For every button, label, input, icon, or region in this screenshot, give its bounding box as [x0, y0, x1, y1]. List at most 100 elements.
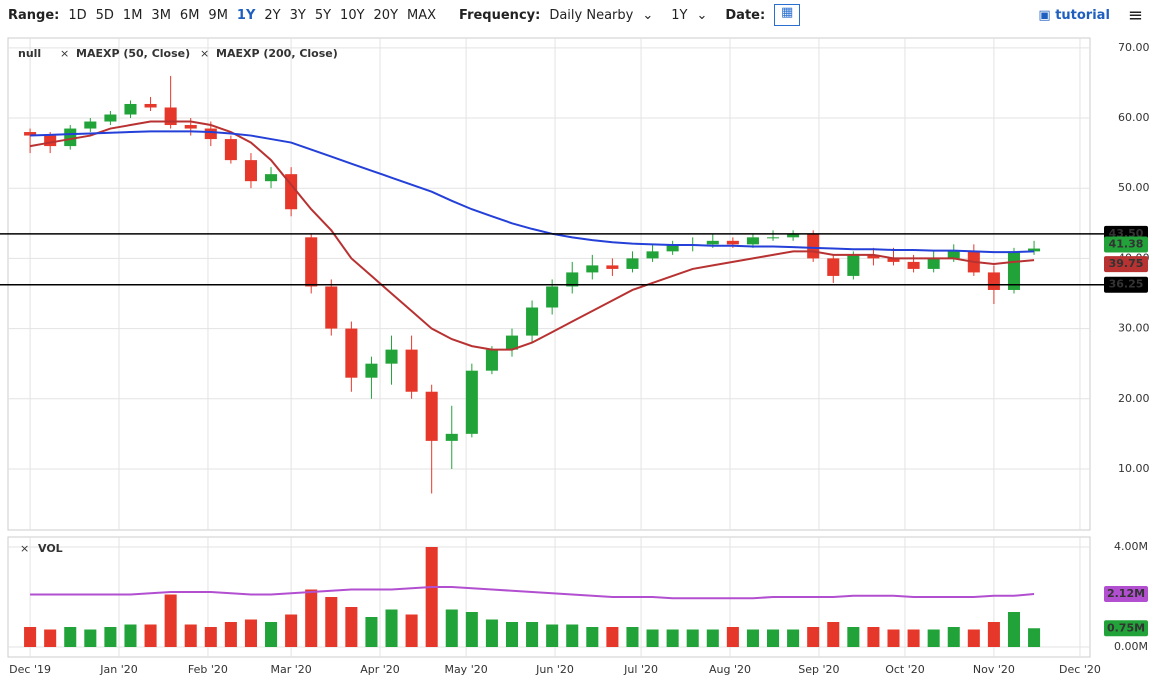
date-label: Date:	[725, 7, 766, 23]
volume-bar	[666, 629, 679, 647]
close-tag-label: 41.38	[1109, 238, 1144, 251]
tutorial[interactable]: ▣ tutorial	[1038, 7, 1110, 23]
vol-tag-label: 0.75M	[1107, 621, 1145, 634]
volume-average	[30, 586, 1035, 600]
candle-body	[365, 363, 378, 378]
range-label: Range:	[8, 7, 60, 23]
candle-body	[907, 261, 920, 269]
volume-bar	[606, 627, 619, 647]
menu[interactable]: ≡	[1127, 4, 1143, 26]
range-option[interactable]: 3Y	[289, 7, 306, 23]
y-tick-label: 60.00	[1118, 111, 1150, 124]
volume-bar	[686, 629, 699, 647]
candle-body	[204, 128, 217, 140]
candle-body	[385, 349, 398, 364]
volume-bar	[967, 629, 980, 647]
legend-close: ×	[20, 542, 29, 555]
y-tick-label: 50.00	[1118, 181, 1150, 194]
candle-body	[44, 135, 57, 147]
candle-body	[827, 258, 840, 276]
range-option[interactable]: 5D	[95, 7, 114, 23]
toolbar: Range: 1D 5D 1M 3M 6M 9M 1Y 2Y 3Y 5Y 10Y 20Y MAX Fre…	[0, 0, 1152, 30]
volume-bar	[887, 629, 900, 647]
candle-body	[224, 139, 237, 161]
range-option[interactable]: 5Y	[314, 7, 332, 23]
legend-close: ×	[60, 47, 69, 60]
range-option[interactable]: MAX	[407, 7, 437, 23]
range-option[interactable]: 10Y	[340, 7, 365, 23]
y-tick-label: 20.00	[1118, 392, 1150, 405]
x-tick-label: Dec '19	[9, 663, 51, 676]
volume-bar	[204, 627, 217, 647]
legend-close: ×	[200, 47, 209, 60]
candle-body	[626, 258, 639, 269]
candle-body	[144, 103, 157, 108]
volume-bar	[345, 607, 358, 647]
calendar[interactable]: ▦	[774, 4, 801, 26]
volume-bar	[546, 624, 559, 647]
y-tick-label: 4.00M	[1114, 540, 1148, 553]
dropdown[interactable]: ⌄	[642, 7, 654, 23]
x-tick-label: Dec '20	[1059, 663, 1101, 676]
ma-tag-label: 39.75	[1109, 257, 1144, 270]
volume-bar	[325, 597, 338, 647]
volume-bar	[265, 622, 278, 647]
range-option[interactable]: 1M	[122, 7, 143, 23]
candle-body	[184, 125, 197, 129]
candle-body	[887, 258, 900, 262]
price-tag-label: 36.25	[1109, 278, 1144, 291]
volume-bar	[626, 627, 639, 647]
range-option[interactable]: 2Y	[264, 7, 281, 23]
candle-body	[24, 132, 37, 136]
range-option[interactable]: 1Y	[236, 7, 256, 23]
volume-bar	[184, 624, 197, 647]
y-tick-label: 0.00M	[1114, 640, 1148, 653]
y-tick-label: 70.00	[1118, 41, 1150, 54]
candle-body	[445, 433, 458, 441]
volume-title: VOL	[38, 542, 63, 555]
volume-bar	[586, 627, 599, 647]
candle-body	[606, 265, 619, 269]
range-option[interactable]: 1D	[68, 7, 87, 23]
volume-bar	[566, 624, 579, 647]
legend-entry: MAEXP (50, Close)	[76, 47, 190, 60]
candle-body	[787, 233, 800, 238]
range-option[interactable]: 6M	[179, 7, 200, 23]
price-tag	[1104, 276, 1148, 293]
candle-body	[285, 174, 298, 210]
candle-body	[566, 272, 579, 287]
candle-body	[526, 307, 539, 336]
candle-body	[767, 237, 780, 239]
candle-body	[345, 328, 358, 378]
volume-bar	[787, 629, 800, 647]
x-tick-label: Sep '20	[798, 663, 839, 676]
legend-entry: MAEXP (200, Close)	[216, 47, 338, 60]
volume-bar	[104, 627, 117, 647]
candle-body	[104, 114, 117, 122]
tutorial-text[interactable]: tutorial	[1055, 7, 1110, 23]
range-option[interactable]: 3M	[151, 7, 171, 23]
x-tick-label: Mar '20	[270, 663, 311, 676]
candle-body	[586, 265, 599, 273]
volume-bar	[84, 629, 97, 647]
candle-body	[646, 251, 659, 259]
candle-body	[867, 254, 880, 259]
volume-bar	[987, 622, 1000, 647]
x-tick-label: Jul '20	[623, 663, 658, 676]
volume-bar	[164, 594, 177, 647]
dropdown[interactable]: ⌄	[696, 7, 708, 23]
volume-bar	[385, 609, 398, 647]
volume-bar	[124, 624, 137, 647]
candle-body	[505, 335, 519, 350]
frequency[interactable]: Daily Nearby	[549, 7, 634, 23]
range-option[interactable]: 20Y	[373, 7, 399, 23]
candle-body	[485, 349, 498, 371]
volume-bar	[485, 619, 498, 647]
period[interactable]: 1Y	[671, 7, 688, 23]
candle-body	[726, 240, 739, 245]
volume-bar	[726, 627, 739, 647]
volume-bar	[767, 629, 780, 647]
range-option[interactable]: 9M	[208, 7, 228, 23]
x-tick-label: May '20	[444, 663, 487, 676]
x-tick-label: Jun '20	[535, 663, 574, 676]
